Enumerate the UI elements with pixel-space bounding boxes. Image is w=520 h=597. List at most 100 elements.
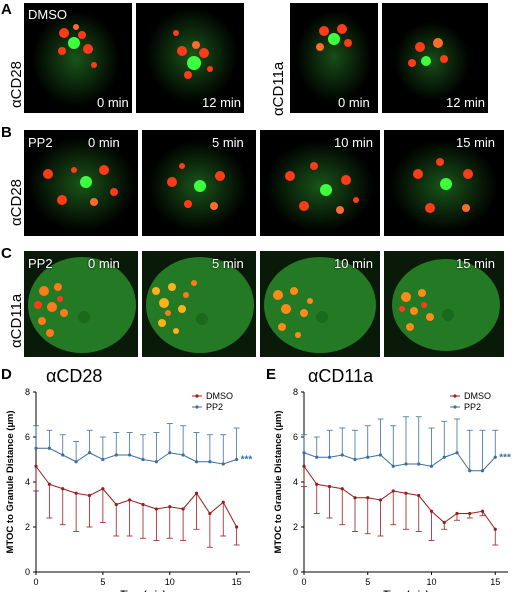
legend-label: DMSO <box>464 391 491 401</box>
data-point <box>154 460 158 464</box>
chart-d-title: αCD28 <box>46 366 102 386</box>
data-point <box>366 496 370 500</box>
micrograph-b-15 <box>384 130 504 236</box>
data-point <box>221 462 225 466</box>
data-point <box>154 507 158 511</box>
data-point <box>34 446 38 450</box>
data-point <box>391 489 395 493</box>
legend-marker <box>453 405 457 409</box>
time-label-a-1: 0 min <box>97 95 129 110</box>
data-point <box>455 511 459 516</box>
data-point <box>114 453 118 457</box>
y-tick-label: 4 <box>293 477 298 487</box>
data-point <box>302 451 306 455</box>
treatment-label-b: PP2 <box>28 135 53 150</box>
micrograph-b-10 <box>260 130 380 236</box>
data-point <box>47 446 51 450</box>
data-point <box>327 484 332 489</box>
data-point <box>353 457 357 462</box>
series-line-dmso <box>35 465 238 528</box>
micrograph-c-5 <box>142 251 256 357</box>
data-point <box>168 451 172 455</box>
y-tick-label: 0 <box>25 567 30 577</box>
data-point <box>181 507 185 511</box>
y-tick-label: 4 <box>25 477 30 487</box>
x-tick-label: 5 <box>365 577 370 587</box>
micrograph-b-0 <box>24 130 138 236</box>
treatment-label-a: DMSO <box>28 7 67 22</box>
y-axis-label: MTOC to Granule Distance (µm) <box>5 410 16 553</box>
data-point <box>480 469 485 473</box>
data-point <box>442 455 446 459</box>
data-point <box>468 469 472 473</box>
x-tick-label: 15 <box>490 577 500 587</box>
x-tick-label: 0 <box>301 577 306 587</box>
data-point <box>128 453 132 457</box>
data-point <box>101 487 105 491</box>
data-point <box>302 464 306 468</box>
data-point <box>404 462 408 466</box>
y-axis-label: MTOC to Granule Distance (µm) <box>273 410 284 553</box>
data-point <box>391 464 395 468</box>
data-point <box>74 460 78 464</box>
series-line-pp2 <box>303 452 496 472</box>
data-point <box>87 493 92 498</box>
panel-label-a: A <box>1 1 12 18</box>
chart-d: αCD28 02468051015Time (min)MTOC to Granu… <box>0 362 260 597</box>
micrograph-c-15 <box>384 251 504 357</box>
data-point <box>429 509 434 513</box>
x-tick-label: 0 <box>33 577 38 587</box>
micrograph-c-10 <box>260 251 380 357</box>
data-point <box>208 460 212 464</box>
time-label-a-2: 12 min <box>202 95 242 110</box>
data-point <box>101 457 105 462</box>
legend-label: PP2 <box>464 402 481 412</box>
data-point <box>353 496 357 500</box>
y-tick-label: 0 <box>293 567 298 577</box>
time-label-b-3: 10 min <box>334 135 374 150</box>
data-point <box>194 491 199 495</box>
data-point <box>442 520 446 525</box>
time-label-c-1: 0 min <box>88 256 120 271</box>
data-point <box>235 457 239 462</box>
data-point <box>340 487 344 491</box>
legend-marker <box>195 394 199 398</box>
data-point <box>480 509 485 513</box>
row-label-c: αCD11a <box>8 293 25 348</box>
x-tick-label: 10 <box>426 577 436 587</box>
data-point <box>194 460 199 464</box>
row-label-b: αCD28 <box>8 178 25 226</box>
y-tick-label: 8 <box>293 387 298 397</box>
time-label-c-4: 15 min <box>456 256 496 271</box>
time-label-a-4: 12 min <box>446 95 486 110</box>
data-point <box>378 498 383 502</box>
data-point <box>378 453 383 457</box>
time-label-c-3: 10 min <box>334 256 374 271</box>
data-point <box>340 453 344 457</box>
data-point <box>34 464 38 468</box>
data-point <box>141 502 145 507</box>
data-point <box>493 527 497 531</box>
data-point <box>493 455 497 459</box>
data-point <box>417 493 421 498</box>
chart-e: αCD11a 02468051015Time (min)MTOC to Gran… <box>262 362 520 597</box>
panel-label-b: B <box>1 124 12 141</box>
chart-e-svg: αCD11a 02468051015Time (min)MTOC to Gran… <box>273 366 511 597</box>
data-point <box>61 453 65 457</box>
x-tick-label: 15 <box>232 577 242 587</box>
data-point <box>87 451 92 455</box>
micrograph-a-dmso-12 <box>136 3 244 113</box>
panel-label-e: E <box>266 366 277 383</box>
y-tick-label: 6 <box>293 432 298 442</box>
micrograph-c-0 <box>24 251 138 357</box>
data-point <box>181 453 185 457</box>
chart-d-svg: αCD28 02468051015Time (min)MTOC to Granu… <box>5 366 252 597</box>
data-point <box>417 462 421 466</box>
data-point <box>61 487 65 491</box>
series-line-pp2 <box>36 447 237 465</box>
time-label-b-2: 5 min <box>212 135 244 150</box>
data-point <box>315 455 319 459</box>
data-point <box>141 457 145 462</box>
series-line-dmso <box>303 465 496 530</box>
panel-label-d: D <box>1 366 12 383</box>
